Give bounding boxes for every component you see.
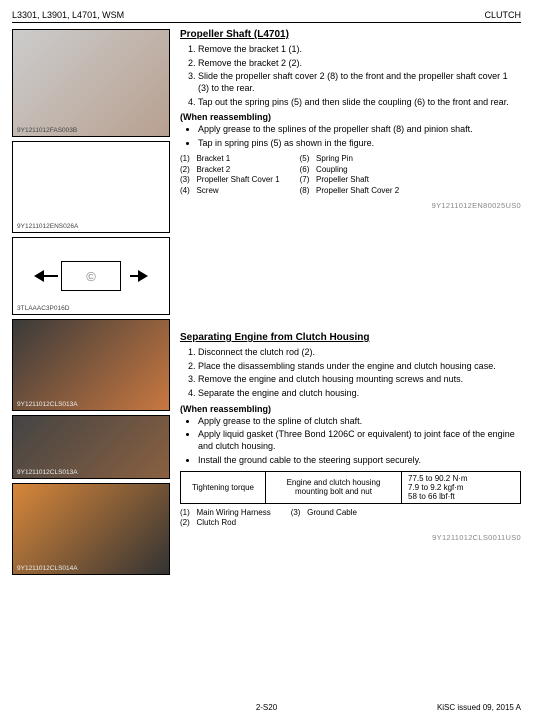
figure-2: 9Y1211012ENS026A <box>12 141 170 233</box>
doc-code: 9Y1211012CLS0011US0 <box>180 533 521 542</box>
step: Separate the engine and clutch housing. <box>198 388 521 400</box>
parts-right: (3) Ground Cable <box>291 508 357 530</box>
bullet: Apply grease to the spline of clutch sha… <box>198 416 521 428</box>
figure-3: © 3TLAAAC3P016D <box>12 237 170 315</box>
clutch-symbol: © <box>61 261 121 291</box>
figure-code: 9Y1211012FAS003B <box>17 127 77 134</box>
step: Slide the propeller shaft cover 2 (8) to… <box>198 71 521 94</box>
bullet: Tap in spring pins (5) as shown in the f… <box>198 138 521 150</box>
copyright-icon: © <box>86 269 96 284</box>
step: Place the disassembling stands under the… <box>198 361 521 373</box>
step: Remove the engine and clutch housing mou… <box>198 374 521 386</box>
parts-left: (1) Main Wiring Harness (2) Clutch Rod <box>180 508 271 530</box>
figure-code: 3TLAAAC3P016D <box>17 305 69 312</box>
figure-6: 9Y1211012CLS014A <box>12 483 170 575</box>
parts-left: (1) Bracket 1 (2) Bracket 2 (3) Propelle… <box>180 154 280 197</box>
tq-values: 77.5 to 90.2 N·m 7.9 to 9.2 kgf·m 58 to … <box>402 471 521 503</box>
step: Remove the bracket 2 (2). <box>198 58 521 70</box>
section2-parts: (1) Main Wiring Harness (2) Clutch Rod (… <box>180 508 521 530</box>
figure-code: 9Y1211012ENS026A <box>17 223 78 230</box>
arrow-left-icon <box>34 270 44 282</box>
section2-reasm: Apply grease to the spline of clutch sha… <box>180 416 521 467</box>
header-right: CLUTCH <box>484 10 521 20</box>
reassembling-label: (When reassembling) <box>180 112 521 122</box>
figure-code: 9Y1211012CLS013A <box>17 469 78 476</box>
section2-title: Separating Engine from Clutch Housing <box>180 332 521 343</box>
text-column: Propeller Shaft (L4701) Remove the brack… <box>180 29 521 579</box>
tightening-torque-table: Tightening torque Engine and clutch hous… <box>180 471 521 504</box>
figure-code: 9Y1211012CLS014A <box>17 565 78 572</box>
doc-code: 9Y1211012EN80025US0 <box>180 201 521 210</box>
page-footer: 2-S20 KiSC issued 09, 2015 A <box>0 703 533 712</box>
image-column: 9Y1211012FAS003B 9Y1211012ENS026A © 3TLA… <box>12 29 170 579</box>
section1-title: Propeller Shaft (L4701) <box>180 29 521 40</box>
figure-1: 9Y1211012FAS003B <box>12 29 170 137</box>
section2-steps: Disconnect the clutch rod (2). Place the… <box>180 347 521 400</box>
step: Remove the bracket 1 (1). <box>198 44 521 56</box>
tq-label: Tightening torque <box>181 471 266 503</box>
figure-5: 9Y1211012CLS013A <box>12 415 170 479</box>
figure-code: 9Y1211012CLS013A <box>17 401 78 408</box>
step: Tap out the spring pins (5) and then sli… <box>198 97 521 109</box>
spacer <box>180 220 521 332</box>
bullet: Apply grease to the splines of the prope… <box>198 124 521 136</box>
content-area: 9Y1211012FAS003B 9Y1211012ENS026A © 3TLA… <box>12 29 521 579</box>
issue-date: KiSC issued 09, 2015 A <box>437 703 521 712</box>
parts-right: (5) Spring Pin (6) Coupling (7) Propelle… <box>300 154 400 197</box>
tq-item: Engine and clutch housing mounting bolt … <box>266 471 402 503</box>
section1-steps: Remove the bracket 1 (1). Remove the bra… <box>180 44 521 108</box>
bullet: Apply liquid gasket (Three Bond 1206C or… <box>198 429 521 452</box>
page-number: 2-S20 <box>256 703 277 712</box>
bullet: Install the ground cable to the steering… <box>198 455 521 467</box>
arrow-right-icon <box>138 270 148 282</box>
header-left: L3301, L3901, L4701, WSM <box>12 10 124 20</box>
reassembling-label: (When reassembling) <box>180 404 521 414</box>
page-header: L3301, L3901, L4701, WSM CLUTCH <box>12 10 521 23</box>
step: Disconnect the clutch rod (2). <box>198 347 521 359</box>
figure-4: 9Y1211012CLS013A <box>12 319 170 411</box>
section1-parts: (1) Bracket 1 (2) Bracket 2 (3) Propelle… <box>180 154 521 197</box>
section1-reasm: Apply grease to the splines of the prope… <box>180 124 521 149</box>
